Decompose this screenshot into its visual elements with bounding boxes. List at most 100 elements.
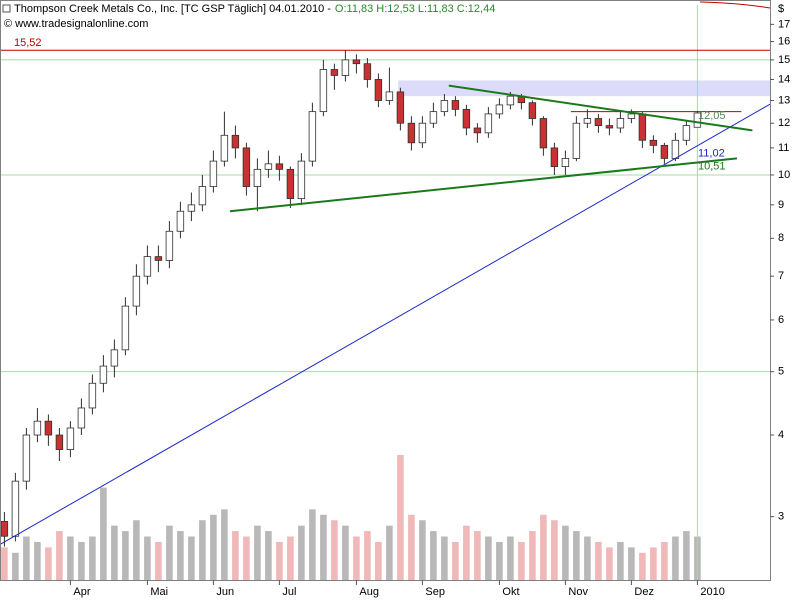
candle-body	[308, 111, 317, 162]
candle-body	[11, 480, 20, 537]
candle-body	[99, 365, 108, 384]
volume-bar	[309, 509, 316, 580]
volume-bar	[45, 547, 52, 580]
candle-body	[77, 407, 86, 429]
y-tick-label: 16	[778, 35, 790, 47]
candle-body	[627, 113, 636, 119]
volume-bar	[12, 552, 19, 580]
candle-body	[682, 125, 691, 141]
candle-body	[121, 305, 130, 351]
volume-bar	[254, 525, 261, 580]
y-tick-label: 14	[778, 73, 790, 85]
candle-body	[341, 59, 350, 76]
y-tick-label: 3	[778, 511, 784, 523]
y-tick-label: 4	[778, 429, 784, 441]
candle-body	[440, 100, 449, 113]
volume-bar	[661, 541, 668, 580]
candle-body	[0, 521, 9, 537]
y-unit: $	[778, 3, 784, 15]
volume-bar	[199, 520, 206, 580]
candle-body	[385, 91, 394, 101]
volume-bar	[232, 531, 239, 580]
candle-body	[330, 69, 339, 76]
candle-body	[462, 108, 471, 129]
candle-body	[638, 113, 647, 141]
volume-bar	[166, 525, 173, 580]
highlight-band	[398, 80, 770, 97]
y-tick-label: 9	[778, 199, 784, 211]
y-tick-label: 8	[778, 232, 784, 244]
candle-body	[44, 420, 53, 436]
plot-frame	[0, 0, 771, 581]
candle-body	[165, 230, 174, 261]
candle-body	[506, 95, 515, 106]
volume-bar	[584, 536, 591, 580]
candle-body	[319, 69, 328, 113]
volume-bar	[375, 541, 382, 580]
header-icon	[2, 4, 11, 13]
y-tick-label: 5	[778, 366, 784, 378]
candle-body	[539, 118, 548, 149]
candle-body	[297, 160, 306, 200]
candle-body	[561, 158, 570, 167]
volume-bar	[617, 541, 624, 580]
candle-body	[55, 434, 64, 450]
candle-body	[352, 59, 361, 65]
y-tick-label: 17	[778, 18, 790, 30]
volume-bar	[353, 536, 360, 580]
volume-bar	[265, 531, 272, 580]
candle-body	[572, 122, 581, 159]
candle-body	[22, 434, 31, 482]
decor-curve	[699, 1, 771, 9]
volume-bar	[419, 520, 426, 580]
candle-body	[451, 100, 460, 110]
volume-bar	[298, 525, 305, 580]
volume-bar	[210, 514, 217, 580]
candle-body	[187, 204, 196, 212]
volume-bar	[672, 536, 679, 580]
candle-body	[616, 118, 625, 129]
candle-body	[583, 118, 592, 124]
volume-bar	[122, 531, 129, 580]
candle-body	[253, 168, 262, 187]
volume-bar	[78, 541, 85, 580]
volume-bar	[342, 525, 349, 580]
volume-bar	[683, 531, 690, 580]
volume-bar	[518, 541, 525, 580]
volume-bar	[529, 531, 536, 580]
y-tick-label: 10	[778, 169, 790, 181]
volume-bar	[606, 547, 613, 580]
candle-body	[176, 210, 185, 232]
x-tick-label: 2010	[700, 586, 724, 598]
candle-body	[528, 102, 537, 119]
y-tick-label: 11	[778, 142, 789, 154]
trend-line	[448, 84, 753, 132]
level-label: 10,51	[698, 161, 726, 173]
candle-body	[110, 349, 119, 367]
volume-bar	[386, 525, 393, 580]
level-label: 15,52	[14, 37, 42, 49]
candle-body	[429, 111, 438, 124]
volume-bar	[287, 536, 294, 580]
volume-bar	[562, 525, 569, 580]
volume-bar	[177, 531, 184, 580]
x-tick-label: Sep	[425, 586, 445, 598]
candle-body	[594, 118, 603, 126]
volume-bar	[89, 536, 96, 580]
candle-body	[407, 122, 416, 144]
volume-bar	[56, 531, 63, 580]
y-tick-label: 13	[778, 94, 790, 106]
candle-body	[66, 427, 75, 450]
volume-bar	[188, 536, 195, 580]
candle-body	[154, 256, 163, 261]
candle-body	[143, 256, 152, 277]
volume-bar	[133, 520, 140, 580]
volume-bar	[507, 536, 514, 580]
volume-bar	[595, 541, 602, 580]
volume-bar	[650, 547, 657, 580]
volume-bar	[441, 536, 448, 580]
volume-bar	[485, 536, 492, 580]
candle-body	[495, 104, 504, 115]
volume-bar	[496, 541, 503, 580]
